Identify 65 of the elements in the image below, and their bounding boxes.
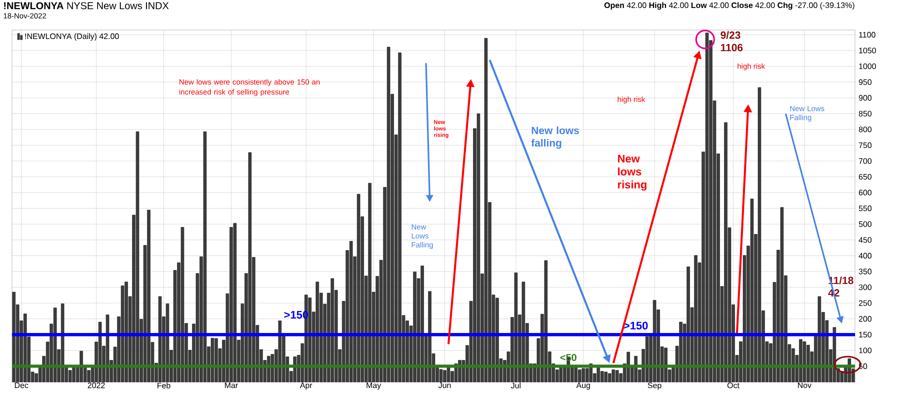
bar	[316, 282, 319, 382]
bar	[386, 46, 390, 382]
bar	[439, 369, 443, 382]
bar	[420, 266, 424, 382]
bar	[413, 272, 416, 382]
bar	[724, 122, 728, 382]
bar	[522, 282, 526, 382]
bar	[604, 372, 608, 382]
bar	[210, 338, 214, 382]
bar	[443, 370, 446, 382]
bar	[368, 182, 372, 382]
bar	[645, 336, 649, 382]
bar	[124, 282, 128, 382]
bar	[652, 300, 656, 382]
bar	[626, 352, 630, 382]
bar	[203, 132, 207, 382]
annotation: 9/23 1106	[720, 31, 743, 52]
bar	[600, 371, 604, 382]
bar	[248, 152, 252, 382]
bar	[582, 368, 585, 382]
ref-line-label: <50	[560, 354, 576, 362]
bar	[398, 52, 402, 382]
bar	[818, 296, 822, 382]
bar	[476, 114, 480, 382]
bar	[686, 266, 690, 382]
ref-line-label: >150	[624, 322, 648, 330]
bar	[496, 298, 499, 382]
bar	[484, 38, 488, 382]
bar	[514, 272, 518, 382]
bar	[694, 255, 698, 382]
bar	[87, 370, 90, 382]
annotation: New lows rising	[618, 154, 646, 191]
bar	[60, 304, 64, 382]
bar	[792, 348, 795, 382]
bar	[544, 260, 548, 382]
bar	[356, 194, 360, 382]
bar	[758, 87, 762, 382]
bar	[428, 291, 432, 382]
bar	[615, 370, 619, 382]
bar	[120, 286, 124, 382]
bar	[330, 278, 334, 382]
bar	[106, 314, 110, 382]
bar	[750, 198, 754, 382]
bar	[799, 339, 802, 382]
bar	[230, 227, 233, 382]
bar	[136, 132, 140, 382]
bar	[608, 373, 612, 382]
bar	[214, 338, 218, 382]
bar	[802, 341, 806, 382]
bar	[349, 241, 353, 382]
annotation: New lows falling	[531, 126, 579, 149]
bar	[308, 298, 312, 382]
bar	[158, 296, 162, 382]
bar	[780, 207, 784, 382]
bar	[705, 32, 709, 382]
bar	[166, 304, 170, 382]
bar	[233, 223, 237, 382]
bar	[612, 370, 615, 382]
chart-title: !NEWLONYA NYSE New Lows INDX	[4, 2, 169, 10]
bar	[147, 210, 150, 382]
bar	[278, 320, 282, 382]
bar	[68, 370, 72, 382]
bar	[180, 227, 184, 382]
bar	[53, 308, 57, 382]
bar	[578, 370, 582, 382]
